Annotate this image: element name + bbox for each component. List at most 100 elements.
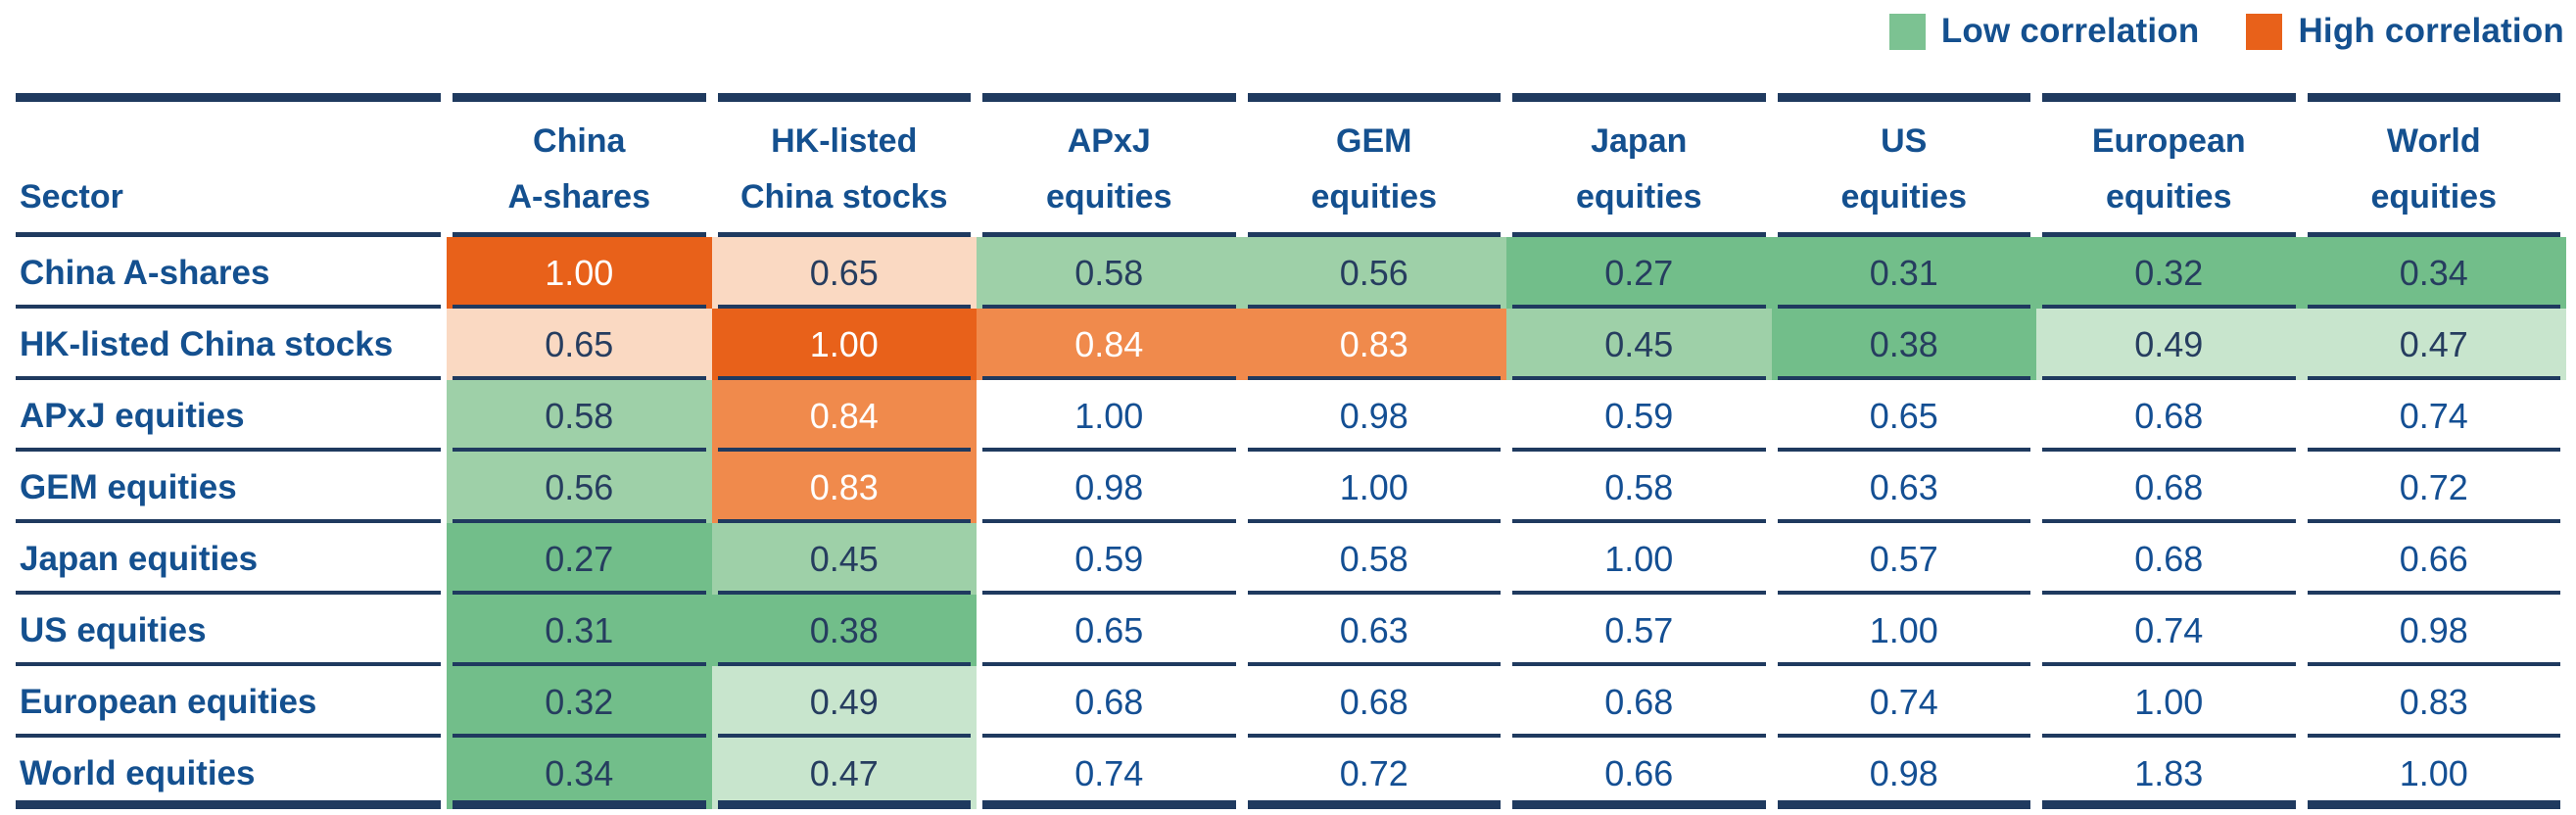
table-row: HK-listed China stocks 0.65 1.00 0.84 0.83 0.…	[10, 309, 2566, 380]
column-header-line: equities	[1046, 178, 1172, 216]
column-header-line: equities	[2370, 178, 2497, 216]
matrix-cell: 0.31	[447, 595, 712, 666]
table-row: GEM equities 0.56 0.83 0.98 1.00 0.58 0.63 0.68…	[10, 452, 2566, 523]
column-header-line: China	[533, 122, 626, 160]
matrix-cell: 0.58	[1506, 452, 1772, 523]
column-header-line: US	[1881, 122, 1928, 160]
column-header: World equities	[2301, 93, 2566, 237]
column-header-line: equities	[2106, 178, 2232, 216]
high-correlation-swatch-icon	[2246, 13, 2283, 50]
legend-label-high: High correlation	[2298, 12, 2564, 50]
column-header-line: HK-listed	[771, 122, 918, 160]
matrix-cell: 0.32	[2036, 237, 2302, 309]
matrix-cell: 0.57	[1506, 595, 1772, 666]
matrix-cell: 0.27	[447, 523, 712, 595]
matrix-cell: 1.00	[1771, 595, 2036, 666]
matrix-cell: 0.45	[711, 523, 977, 595]
table-row: Japan equities 0.27 0.45 0.59 0.58 1.00 0.57 0.…	[10, 523, 2566, 595]
row-label: US equities	[10, 595, 447, 666]
matrix-cell: 0.68	[1506, 666, 1772, 738]
legend-item-low: Low correlation	[1888, 12, 2200, 51]
matrix-cell: 1.00	[447, 237, 712, 309]
matrix-cell: 0.31	[1771, 237, 2036, 309]
matrix-cell: 0.74	[977, 738, 1242, 809]
row-label: HK-listed China stocks	[10, 309, 447, 380]
matrix-cell: 0.63	[1241, 595, 1506, 666]
column-header: China A-shares	[447, 93, 712, 237]
matrix-cell: 0.63	[1771, 452, 2036, 523]
matrix-cell: 0.72	[1241, 738, 1506, 809]
column-header-line: equities	[1576, 178, 1702, 216]
column-header-line: World	[2386, 122, 2481, 160]
matrix-cell: 0.68	[1241, 666, 1506, 738]
correlation-table-container: Sector China A-shares HK-listed China stocks…	[10, 93, 2566, 809]
table-row: European equities 0.32 0.49 0.68 0.68 0.68 0.7…	[10, 666, 2566, 738]
matrix-cell: 0.49	[2036, 309, 2302, 380]
matrix-cell: 1.83	[2036, 738, 2302, 809]
matrix-cell: 0.74	[2036, 595, 2302, 666]
matrix-cell: 1.00	[1506, 523, 1772, 595]
matrix-cell: 0.56	[1241, 237, 1506, 309]
column-header-line: A-shares	[507, 178, 650, 216]
table-row: US equities 0.31 0.38 0.65 0.63 0.57 1.00 0.74 0…	[10, 595, 2566, 666]
matrix-cell: 0.38	[1771, 309, 2036, 380]
column-header: US equities	[1771, 93, 2036, 237]
matrix-cell: 0.47	[2301, 309, 2566, 380]
column-header: GEM equities	[1241, 93, 1506, 237]
matrix-cell: 0.83	[2301, 666, 2566, 738]
matrix-cell: 0.65	[711, 237, 977, 309]
table-row: China A-shares 1.00 0.65 0.58 0.56 0.27 0.31 0.…	[10, 237, 2566, 309]
matrix-cell: 0.65	[977, 595, 1242, 666]
matrix-cell: 0.66	[1506, 738, 1772, 809]
matrix-cell: 0.47	[711, 738, 977, 809]
table-row: APxJ equities 0.58 0.84 1.00 0.98 0.59 0.65 0.6…	[10, 380, 2566, 452]
correlation-table: Sector China A-shares HK-listed China stocks…	[10, 93, 2566, 809]
matrix-cell: 0.34	[2301, 237, 2566, 309]
matrix-cell: 0.68	[977, 666, 1242, 738]
matrix-cell: 0.98	[977, 452, 1242, 523]
matrix-cell: 0.68	[2036, 452, 2302, 523]
matrix-cell: 0.68	[2036, 380, 2302, 452]
matrix-cell: 1.00	[977, 380, 1242, 452]
matrix-cell: 0.65	[447, 309, 712, 380]
matrix-cell: 1.00	[1241, 452, 1506, 523]
matrix-cell: 0.66	[2301, 523, 2566, 595]
matrix-cell: 0.98	[1771, 738, 2036, 809]
matrix-cell: 0.98	[2301, 595, 2566, 666]
matrix-cell: 0.58	[977, 237, 1242, 309]
column-header-line: equities	[1840, 178, 1967, 216]
matrix-cell: 0.84	[977, 309, 1242, 380]
matrix-cell: 0.34	[447, 738, 712, 809]
column-header-line: European	[2091, 122, 2246, 160]
matrix-cell: 0.58	[1241, 523, 1506, 595]
matrix-cell: 0.68	[2036, 523, 2302, 595]
matrix-cell: 0.27	[1506, 237, 1772, 309]
matrix-cell: 0.59	[977, 523, 1242, 595]
matrix-cell: 0.83	[711, 452, 977, 523]
matrix-cell: 0.65	[1771, 380, 2036, 452]
table-row: World equities 0.34 0.47 0.74 0.72 0.66 0.98 1.…	[10, 738, 2566, 809]
column-header: European equities	[2036, 93, 2302, 237]
matrix-cell: 0.59	[1506, 380, 1772, 452]
matrix-cell: 0.32	[447, 666, 712, 738]
low-correlation-swatch-icon	[1888, 13, 1926, 50]
column-header-line: China stocks	[739, 178, 948, 216]
column-header-line: equities	[1311, 178, 1437, 216]
matrix-cell: 0.74	[2301, 380, 2566, 452]
matrix-cell: 0.45	[1506, 309, 1772, 380]
row-label: GEM equities	[10, 452, 447, 523]
column-header-line: GEM	[1336, 122, 1412, 160]
column-header-line: Japan	[1591, 122, 1688, 160]
matrix-cell: 1.00	[2301, 738, 2566, 809]
matrix-cell: 0.74	[1771, 666, 2036, 738]
matrix-cell: 0.57	[1771, 523, 2036, 595]
matrix-cell: 0.98	[1241, 380, 1506, 452]
legend: Low correlation High correlation	[1888, 12, 2564, 51]
matrix-cell: 0.58	[447, 380, 712, 452]
row-label: European equities	[10, 666, 447, 738]
column-header-sector: Sector	[10, 93, 447, 237]
column-header-line: APxJ	[1067, 122, 1151, 160]
column-header: HK-listed China stocks	[711, 93, 977, 237]
legend-item-high: High correlation	[2246, 12, 2564, 51]
table-body: China A-shares 1.00 0.65 0.58 0.56 0.27 0.31 0.…	[10, 237, 2566, 809]
